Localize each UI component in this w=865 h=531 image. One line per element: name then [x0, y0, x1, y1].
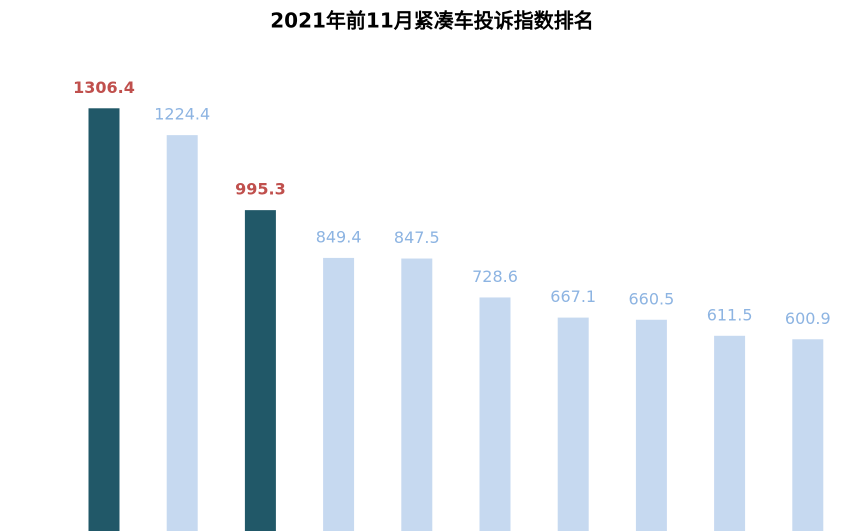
bar	[714, 335, 746, 531]
chart-title: 2021年前11月紧凑车投诉指数排名	[270, 9, 594, 33]
value-label: 1306.4	[73, 78, 135, 97]
value-label: 660.5	[628, 289, 674, 308]
value-label: 728.6	[472, 267, 518, 286]
value-label: 847.5	[394, 228, 440, 247]
bar	[323, 257, 355, 531]
bar	[635, 319, 667, 531]
bar	[792, 339, 824, 531]
value-label: 600.9	[785, 309, 831, 328]
value-label: 611.5	[707, 305, 753, 324]
bar	[244, 210, 276, 531]
value-label: 995.3	[235, 180, 286, 199]
bar	[557, 317, 589, 531]
bar	[401, 258, 433, 531]
bar	[479, 297, 511, 531]
bar	[166, 135, 198, 531]
value-label: 1224.4	[154, 105, 210, 124]
value-label: 849.4	[316, 227, 362, 246]
value-label: 667.1	[550, 287, 596, 306]
bar	[88, 108, 120, 531]
